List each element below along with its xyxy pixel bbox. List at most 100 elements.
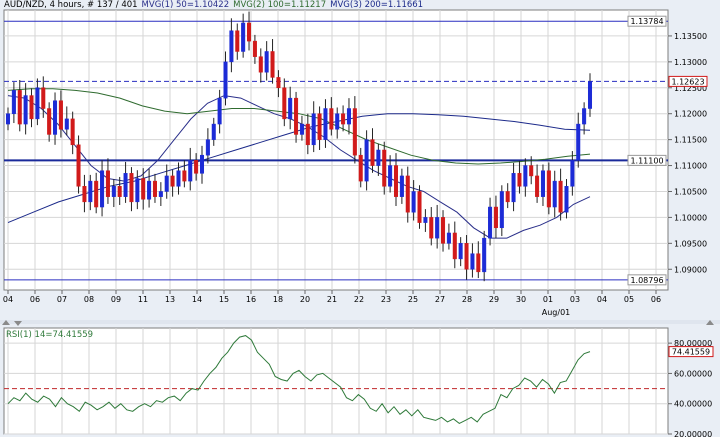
- price-grid: [4, 10, 668, 290]
- price-level-box: [668, 75, 708, 87]
- panel-splitter[interactable]: [0, 320, 720, 324]
- time-tick-label: 16: [246, 295, 256, 304]
- candle-down: [452, 232, 457, 260]
- candle-up: [540, 170, 545, 197]
- candle-up: [576, 123, 581, 161]
- candle-down: [305, 123, 310, 146]
- time-tick-label: 06: [651, 295, 661, 304]
- candle-down: [82, 186, 87, 203]
- rsi-series-line: [7, 335, 591, 424]
- candle-up: [299, 123, 304, 135]
- time-tick-label: 18: [273, 295, 283, 304]
- candle-up: [188, 160, 193, 182]
- price-level-box: [627, 274, 667, 286]
- candle-down: [546, 170, 551, 208]
- candle-up: [64, 118, 69, 130]
- candle-up: [100, 170, 105, 208]
- time-tick-label: 03: [570, 295, 580, 304]
- candle-up: [264, 51, 269, 73]
- mvg1-legend: MVG(1) 50=1.10422: [142, 0, 230, 10]
- candle-up: [11, 90, 16, 114]
- price-tick-label: 1.13500: [674, 32, 707, 41]
- candle-down: [117, 186, 122, 197]
- candle-up: [241, 22, 246, 52]
- candle-down: [358, 154, 363, 182]
- candle-down: [493, 206, 498, 229]
- price-tick-label: 1.11500: [674, 136, 707, 145]
- level-labels: 1.13784 1.12623 1.11100 1.08796: [627, 15, 708, 286]
- candle-down: [276, 77, 281, 89]
- time-tick-label: 22: [354, 295, 364, 304]
- candle-up: [435, 217, 440, 239]
- candle-up: [23, 95, 28, 125]
- candle-down: [194, 160, 199, 174]
- price-tick-label: 1.12500: [674, 84, 707, 93]
- candle-down: [235, 30, 240, 52]
- month-label: Aug/01: [542, 308, 571, 317]
- candle-down: [94, 180, 99, 208]
- rsi-panel: [3, 327, 669, 435]
- candle-down: [352, 108, 357, 156]
- candle-down: [393, 165, 399, 197]
- mvg2-legend: MVG(2) 100=1.11217: [233, 0, 326, 10]
- candle-up: [5, 113, 11, 125]
- candle-up: [446, 232, 451, 244]
- candle-up: [164, 175, 169, 192]
- collapse-up-icon[interactable]: [2, 320, 10, 325]
- candle-down: [558, 180, 563, 213]
- candle-up: [488, 206, 493, 239]
- time-tick-label: 23: [381, 295, 391, 304]
- collapse-up-icon-right[interactable]: [706, 320, 714, 325]
- time-tick-label: 21: [327, 295, 337, 304]
- time-tick-label: 28: [462, 295, 472, 304]
- candle-down: [76, 144, 81, 187]
- candle-down: [152, 180, 157, 197]
- candle-up: [123, 173, 128, 197]
- candle-down: [329, 108, 334, 130]
- candle-down: [529, 165, 534, 177]
- candle-up: [311, 113, 316, 146]
- candle-down: [517, 173, 522, 187]
- candle-down: [505, 191, 510, 203]
- candle-down: [441, 217, 446, 244]
- ma-line-3: [7, 113, 591, 224]
- candle-up: [205, 139, 210, 156]
- candle-down: [170, 175, 175, 187]
- candle-up: [552, 180, 557, 208]
- rsi-tick-label: 20.00000: [674, 430, 712, 437]
- candle-down: [252, 40, 257, 57]
- candle-up: [223, 61, 228, 99]
- time-axis: 04 06 07 08 09 11 13 14 15 16 18 20 21 22 23 25 27 28 29 30…: [3, 290, 661, 317]
- candle-up: [135, 178, 140, 203]
- candle-down: [41, 87, 46, 109]
- splitter-grip[interactable]: [2, 320, 714, 326]
- price-level-label: 1.08796: [630, 276, 663, 285]
- candle-down: [247, 22, 252, 42]
- candle-up: [176, 170, 181, 187]
- candle-up: [346, 108, 351, 125]
- time-tick-label: 30: [516, 295, 526, 304]
- candle-down: [105, 170, 110, 197]
- price-tick-label: 1.09000: [674, 265, 707, 274]
- candle-down: [58, 100, 63, 130]
- price-level-box: [627, 154, 667, 166]
- candle-up: [388, 165, 393, 187]
- candle-up: [323, 108, 328, 140]
- candle-up: [53, 100, 58, 135]
- candle-down: [535, 175, 540, 197]
- rsi-current-box: [668, 346, 714, 358]
- candle-up: [211, 123, 216, 140]
- candle-up: [582, 108, 587, 125]
- candle-down: [70, 118, 75, 146]
- expand-down-icon[interactable]: [14, 321, 22, 326]
- candle-up: [199, 154, 205, 174]
- candle-down: [258, 56, 263, 73]
- rsi-current-value: 74.41559: [672, 348, 710, 357]
- candle-up: [35, 87, 40, 120]
- rsi-line: [7, 335, 591, 424]
- candle-up: [423, 217, 428, 223]
- candle-up: [364, 139, 369, 182]
- candle-up: [570, 160, 575, 187]
